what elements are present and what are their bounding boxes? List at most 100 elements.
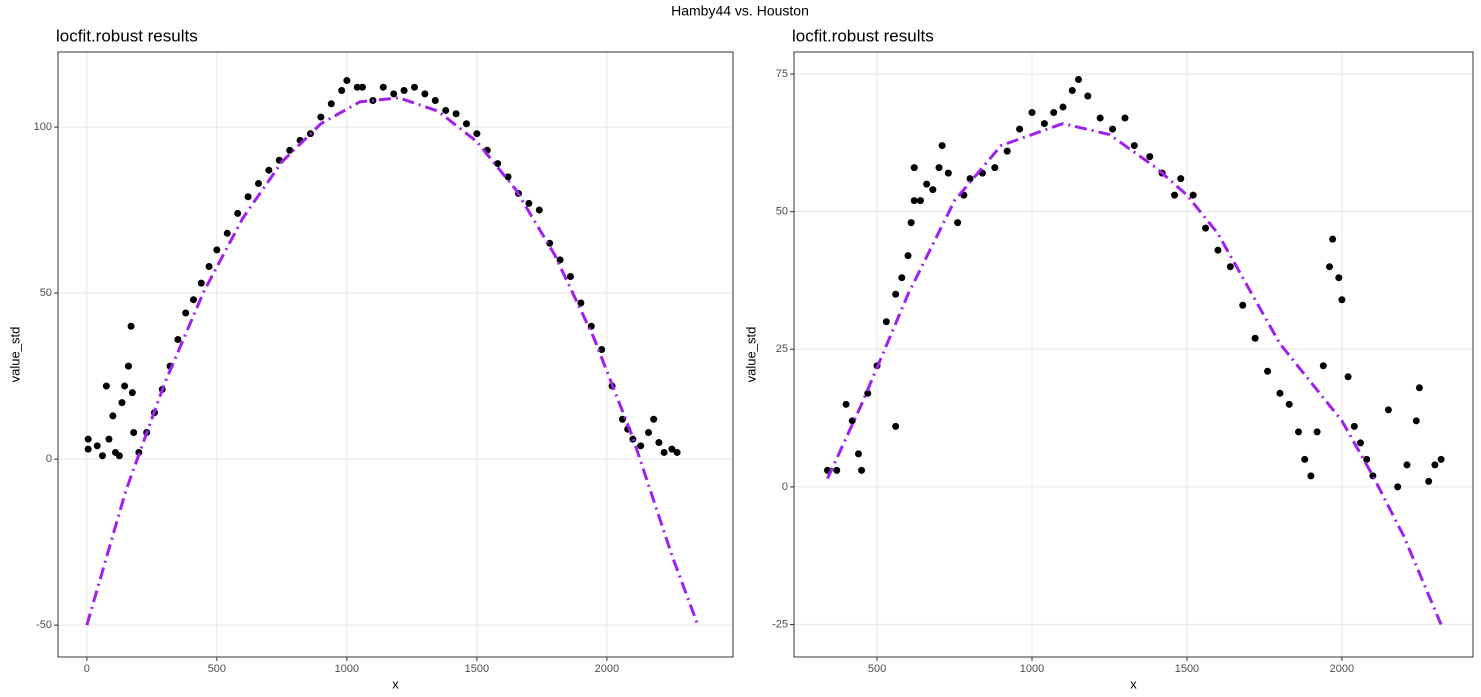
- point: [1363, 455, 1371, 463]
- point: [668, 445, 676, 453]
- point: [916, 197, 924, 205]
- plot-background: [58, 52, 733, 657]
- panel-title: locfit.robust results: [792, 26, 934, 45]
- point: [1059, 103, 1067, 111]
- point: [954, 219, 962, 227]
- point: [1130, 142, 1138, 150]
- point: [1189, 191, 1197, 199]
- point: [1084, 92, 1092, 100]
- point: [1028, 109, 1036, 117]
- plot-border: [57, 51, 734, 658]
- point: [327, 100, 335, 108]
- y-tick-label: -25: [772, 618, 788, 630]
- point: [929, 186, 937, 194]
- y-tick-label: 25: [776, 343, 788, 355]
- point: [1109, 125, 1117, 133]
- point: [892, 290, 900, 298]
- point: [254, 179, 262, 187]
- point: [637, 442, 645, 450]
- point: [338, 87, 346, 95]
- y-tick-label: -50: [36, 619, 52, 631]
- point: [124, 362, 132, 370]
- point: [473, 130, 481, 138]
- point: [1403, 461, 1411, 469]
- point: [1074, 76, 1082, 84]
- point: [1338, 296, 1346, 304]
- fit-line: [826, 122, 1443, 626]
- figure-title: Hamby44 vs. Houston: [671, 3, 809, 19]
- point: [1350, 422, 1358, 430]
- point: [910, 164, 918, 172]
- point: [858, 466, 866, 474]
- point: [98, 452, 106, 460]
- point: [1357, 439, 1365, 447]
- point: [197, 279, 205, 287]
- y-axis-label: value_std: [7, 327, 22, 383]
- x-axis-label: x: [1130, 676, 1137, 691]
- point: [660, 448, 668, 456]
- point: [1295, 428, 1303, 436]
- point: [904, 252, 912, 260]
- point: [673, 448, 681, 456]
- point: [130, 429, 138, 437]
- point: [1437, 455, 1445, 463]
- point: [864, 389, 872, 397]
- point: [102, 382, 110, 390]
- point: [1301, 455, 1309, 463]
- point: [1319, 362, 1327, 370]
- point: [1313, 428, 1321, 436]
- point: [842, 400, 850, 408]
- point: [556, 256, 564, 264]
- point: [833, 466, 841, 474]
- point: [944, 169, 952, 177]
- point: [174, 336, 182, 344]
- point: [343, 77, 351, 85]
- point: [128, 389, 136, 397]
- point: [525, 199, 533, 207]
- point: [84, 445, 92, 453]
- x-tick-label: 500: [868, 663, 886, 675]
- point: [1431, 461, 1439, 469]
- point: [353, 83, 361, 91]
- panel-title: locfit.robust results: [56, 26, 198, 45]
- point: [1171, 191, 1179, 199]
- point: [1050, 109, 1058, 117]
- point: [1239, 301, 1247, 309]
- y-tick-label: 75: [776, 68, 788, 80]
- y-tick-label: 100: [34, 121, 52, 133]
- point: [1096, 114, 1104, 122]
- point: [462, 120, 470, 128]
- point: [1425, 477, 1433, 485]
- point: [991, 164, 999, 172]
- point: [650, 415, 658, 423]
- point: [121, 382, 129, 390]
- point: [317, 113, 325, 121]
- x-tick-label: 500: [208, 663, 226, 675]
- point: [504, 173, 512, 181]
- point: [265, 166, 273, 174]
- point: [1415, 384, 1423, 392]
- point: [358, 83, 366, 91]
- point: [118, 399, 126, 407]
- point: [1264, 367, 1272, 375]
- point: [1285, 400, 1293, 408]
- x-tick-label: 1500: [1175, 663, 1199, 675]
- point: [84, 435, 92, 443]
- point: [234, 209, 242, 217]
- y-axis-label: value_std: [743, 327, 758, 383]
- point: [452, 110, 460, 118]
- point: [1226, 263, 1234, 271]
- point: [105, 435, 113, 443]
- point: [892, 422, 900, 430]
- point: [1016, 125, 1024, 133]
- point: [935, 164, 943, 172]
- point: [1276, 389, 1284, 397]
- y-tick-label: 0: [782, 481, 788, 493]
- point: [566, 272, 574, 280]
- point: [442, 106, 450, 114]
- x-tick-label: 1000: [1020, 663, 1044, 675]
- point: [286, 146, 294, 154]
- point: [205, 263, 213, 271]
- x-axis-label: x: [392, 676, 399, 691]
